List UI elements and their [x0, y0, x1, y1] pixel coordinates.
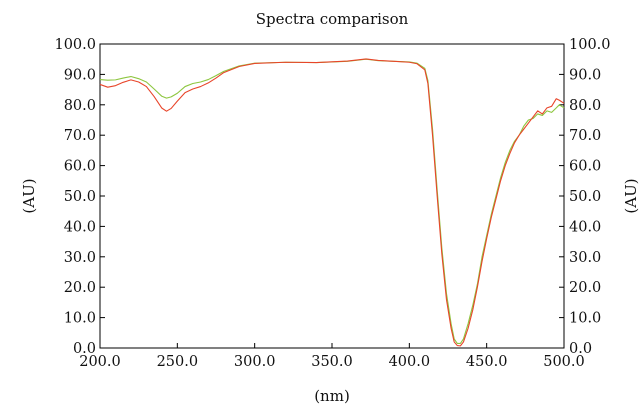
y-tick-label-right: 30.0 — [569, 250, 601, 266]
x-axis: 200.0 250.0 300.0 350.0 400.0 450.0 500.0 — [79, 343, 585, 370]
y-axis-right: 0.0 10.0 20.0 30.0 40.0 50.0 60.0 70.0 80.0 90.0 1… — [559, 37, 611, 357]
y-tick-label-left: 80.0 — [64, 98, 96, 114]
y-tick-label-right: 90.0 — [569, 67, 601, 83]
y-tick-label-right: 50.0 — [569, 189, 601, 205]
plot-frame — [99, 43, 565, 349]
y-tick-label-left: 30.0 — [64, 250, 96, 266]
y-tick-label-left: 40.0 — [64, 219, 96, 235]
x-tick-label: 500.0 — [543, 354, 585, 370]
y-axis-left: 0.0 10.0 20.0 30.0 40.0 50.0 60.0 70.0 80.0 90.0 1… — [54, 37, 105, 357]
y-tick-label-left: 70.0 — [64, 128, 96, 144]
y-tick-label-right: 60.0 — [569, 159, 601, 175]
y-tick-label-right: 10.0 — [569, 311, 601, 327]
series-lines — [99, 58, 565, 347]
x-tick-label: 350.0 — [311, 354, 353, 370]
y-tick-label-left: 60.0 — [64, 159, 96, 175]
y-tick-label-right: 70.0 — [569, 128, 601, 144]
y-tick-label-right: 20.0 — [569, 280, 601, 296]
y-tick-label-left: 10.0 — [64, 311, 96, 327]
y-tick-label-left: 50.0 — [64, 189, 96, 205]
y-tick-label-left: 90.0 — [64, 67, 96, 83]
y-tick-label-left: 100.0 — [54, 37, 96, 53]
y-tick-label-right: 40.0 — [569, 219, 601, 235]
y-tick-label-right: 100.0 — [569, 37, 611, 53]
chart-title: Spectra comparison — [256, 10, 409, 28]
series-line-1 — [99, 58, 565, 344]
y-axis-label-left: (AU) — [20, 178, 38, 213]
x-axis-label: (nm) — [314, 387, 350, 405]
series-line-2 — [99, 58, 565, 347]
x-tick-label: 400.0 — [389, 354, 431, 370]
y-tick-label-right: 80.0 — [569, 98, 601, 114]
y-axis-label-right: (AU) — [622, 178, 640, 213]
y-tick-label-left: 20.0 — [64, 280, 96, 296]
y-tick-label-right: 0.0 — [569, 341, 592, 357]
x-tick-label: 450.0 — [466, 354, 508, 370]
y-tick-label-left: 0.0 — [73, 341, 96, 357]
x-tick-label: 250.0 — [157, 354, 199, 370]
x-tick-label: 200.0 — [79, 354, 121, 370]
x-tick-label: 300.0 — [234, 354, 276, 370]
